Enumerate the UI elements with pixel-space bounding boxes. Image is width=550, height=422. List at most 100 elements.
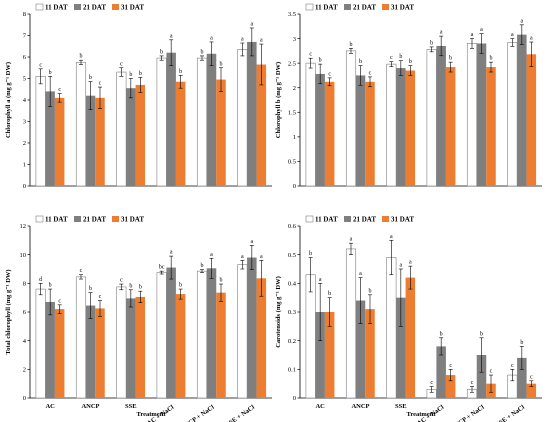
significance-label: c [369,70,372,76]
significance-label: a [170,250,173,256]
significance-label: a [210,35,213,41]
significance-label: c [120,278,123,284]
significance-label: c [530,374,533,380]
y-axis-label: Total chlorophyll (mg g⁻¹ DW) [5,269,12,354]
legend: 11 DAT 21 DAT 31 DAT [305,216,414,224]
significance-label: bc [159,265,165,271]
bar-31-dat [54,309,65,398]
bar-11-dat [75,62,87,187]
significance-label: b [179,283,182,289]
bar-21-dat [396,68,406,186]
bar-11-dat [156,57,167,187]
bar-31-dat [324,312,335,398]
bar-11-dat [507,42,518,187]
legend-swatch [35,215,44,223]
legend-swatch [305,3,314,11]
significance-label: c [390,55,393,61]
legend-label: 21 DAT [83,4,106,12]
bar-11-dat [35,76,46,187]
y-tick-label: 0.1 [288,367,296,374]
bar-31-dat [405,277,416,398]
bar-21-dat [355,300,366,398]
significance-label: b [309,251,312,257]
significance-label: b [179,69,182,75]
significance-label: b [160,49,163,55]
bar-11-dat [75,276,87,399]
bar-31-dat [405,70,416,186]
significance-label: a [511,32,514,38]
y-tick-label: 1.5 [288,109,296,116]
y-tick-label: 0.4 [288,281,297,288]
significance-label: b [350,42,353,48]
legend-swatch [344,4,351,10]
significance-label: c [449,363,452,369]
category-label: ANCP [81,403,99,410]
x-axis-label: Treatment [137,411,167,418]
significance-label: b [129,283,132,289]
bar-11-dat [237,49,248,187]
significance-label: b [490,56,493,62]
significance-label: c [80,268,83,274]
significance-label: b [480,331,483,337]
significance-label: c [99,81,102,87]
significance-label: a [480,27,483,33]
bar-31-dat [95,97,105,186]
significance-label: c [309,52,312,58]
legend-swatch [344,216,351,222]
legend: 11 DAT 21 DAT 31 DAT [35,215,144,224]
significance-label: b [201,49,204,55]
significance-label: b [430,40,433,46]
legend-label: 21 DAT [353,216,376,224]
chart-panel-2: 0 0.5 1 1.5 2 2.5 3 3.5 Chlorophyll b (mg g⁻¹ DW… [275,3,542,190]
significance-label: b [440,331,443,337]
significance-label: c [471,380,474,386]
y-tick-label: 8 [23,281,26,288]
bar-11-dat [35,288,46,399]
bar-31-dat [95,308,105,398]
bar-21-dat [45,91,55,186]
bar-21-dat [247,41,257,187]
y-tick-label: 0.5 [288,159,296,166]
legend-label: 11 DAT [315,216,338,224]
bar-11-dat [386,63,397,187]
y-tick-label: 2 [23,140,26,147]
legend-swatch [74,216,81,222]
y-axis-label: Carotenoids (mg g⁻¹ DW) [275,276,282,348]
significance-label: c [58,87,61,93]
category-label: SSE + NaCl [495,404,526,422]
category-label: ANCP + NaCl [450,404,486,422]
category-label: AC [45,403,55,410]
y-axis-label: Chlorophyll a (mg g⁻¹ DW) [5,62,12,138]
y-tick-label: 1 [23,162,26,169]
y-tick-label: 0 [293,395,296,402]
significance-label: b [319,58,322,64]
bar-31-dat [526,383,537,398]
bar-11-dat [345,50,357,187]
significance-label: a [390,234,393,240]
significance-label: a [319,277,322,283]
category-label: AC [315,403,325,410]
significance-label: c [430,380,433,386]
y-tick-label: 3 [23,119,26,126]
significance-label: b [89,286,92,292]
bar-21-dat [436,346,446,398]
legend-swatch [112,4,119,10]
significance-label: a [409,260,412,266]
bar-31-dat [256,64,267,186]
legend-swatch [74,4,81,10]
y-tick-label: 6 [23,54,27,61]
significance-label: c [99,294,102,300]
bar-11-dat [116,286,127,399]
bar-21-dat [85,305,96,398]
y-tick-label: 0.2 [288,338,296,345]
significance-label: a [530,36,533,42]
bar-31-dat [365,81,375,186]
significance-label: b [80,54,83,60]
y-tick-label: 4 [23,97,27,104]
significance-label: c [120,61,123,67]
significance-label: a [250,21,253,27]
significance-label: a [241,37,244,43]
bar-31-dat [256,278,267,398]
significance-label: a [260,38,263,44]
